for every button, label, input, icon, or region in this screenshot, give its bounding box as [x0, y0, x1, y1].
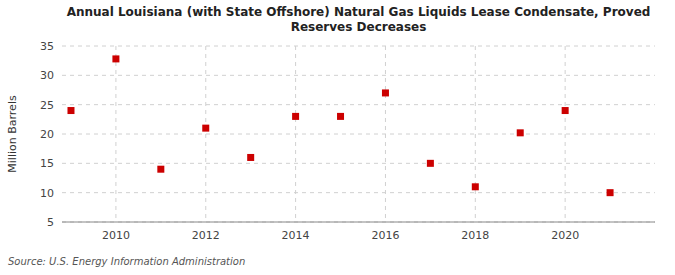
title: Annual Louisiana (with State Offshore) N… [67, 5, 651, 34]
grid [62, 46, 655, 222]
point [427, 160, 434, 167]
point [157, 166, 164, 173]
point [247, 154, 254, 161]
points [67, 55, 613, 196]
x-grid-line [565, 46, 566, 222]
x-tick-label: 2016 [371, 229, 399, 242]
y-tick-label: 20 [40, 128, 54, 141]
point [292, 113, 299, 120]
y-grid-line [62, 192, 655, 193]
y-tick-label: 25 [40, 99, 54, 112]
x-grid-line [115, 46, 116, 222]
point [112, 55, 119, 62]
point [607, 189, 614, 196]
y-axis-label: Million Barrels [6, 95, 19, 173]
point [517, 129, 524, 136]
x-axis-line [62, 222, 655, 223]
point [562, 107, 569, 114]
x-tick-label: 2020 [551, 229, 579, 242]
point [337, 113, 344, 120]
y-grid-line [62, 163, 655, 164]
x-grid-line [205, 46, 206, 222]
x-tick-label: 2010 [102, 229, 130, 242]
title-line: Reserves Decreases [291, 20, 427, 34]
y-tick-label: 15 [40, 157, 54, 170]
x-tick-label: 2014 [282, 229, 310, 242]
y-grid-line [62, 46, 655, 47]
point [382, 89, 389, 96]
x-grid-line [385, 46, 386, 222]
y-grid-line [62, 75, 655, 76]
title-line: Annual Louisiana (with State Offshore) N… [67, 5, 651, 19]
y-tick-label: 35 [40, 40, 54, 53]
point [67, 107, 74, 114]
chart: Annual Louisiana (with State Offshore) N… [0, 0, 675, 275]
y-tick-label: 10 [40, 187, 54, 200]
y-grid-line [62, 134, 655, 135]
y-tick-label: 5 [47, 216, 54, 229]
y-tick-label: 30 [40, 69, 54, 82]
x-tick-label: 2012 [192, 229, 220, 242]
y-grid-line [62, 222, 655, 223]
x-tick-label: 2018 [461, 229, 489, 242]
point [472, 183, 479, 190]
y-grid-line [62, 104, 655, 105]
x-grid-line [475, 46, 476, 222]
x-grid-line [295, 46, 296, 222]
point [202, 125, 209, 132]
source-note: Source: U.S. Energy Information Administ… [8, 256, 245, 267]
